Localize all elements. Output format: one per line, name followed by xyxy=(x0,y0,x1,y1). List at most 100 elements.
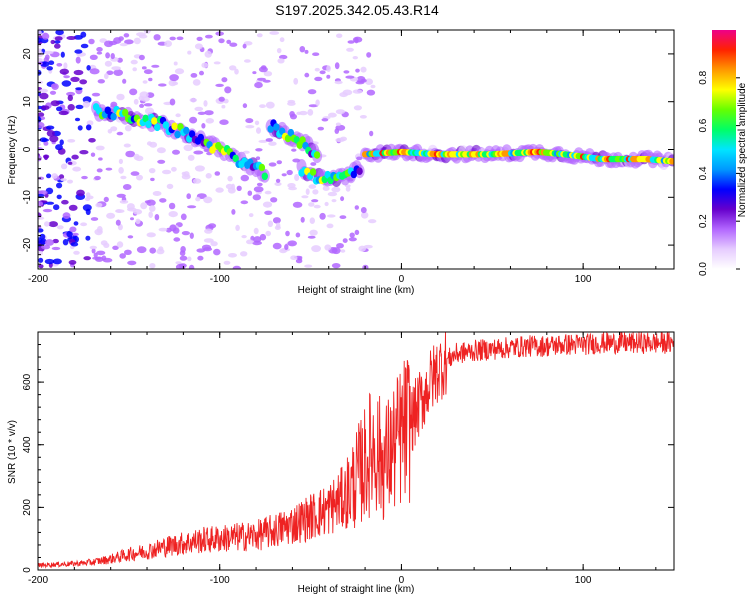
noise-speckle xyxy=(56,194,62,200)
noise-speckle xyxy=(38,190,48,195)
noise-speckle xyxy=(339,215,347,220)
noise-speckle xyxy=(197,255,204,261)
noise-speckle xyxy=(321,118,329,122)
noise-speckle xyxy=(289,111,295,117)
noise-speckle xyxy=(89,54,98,60)
noise-speckle xyxy=(328,112,337,118)
noise-speckle xyxy=(172,149,180,155)
noise-speckle xyxy=(277,58,285,64)
noise-speckle xyxy=(66,230,73,238)
noise-speckle xyxy=(73,250,80,255)
noise-speckle xyxy=(358,245,367,252)
noise-speckle xyxy=(103,196,109,203)
noise-speckle xyxy=(90,152,96,157)
noise-speckle xyxy=(310,162,317,166)
noise-speckle xyxy=(105,52,110,59)
noise-speckle xyxy=(270,197,278,203)
noise-speckle xyxy=(91,92,101,97)
noise-speckle xyxy=(240,174,249,182)
noise-speckle xyxy=(41,105,50,110)
noise-speckle xyxy=(70,76,80,82)
noise-speckle xyxy=(133,153,140,161)
noise-speckle xyxy=(53,204,60,211)
noise-speckle xyxy=(194,165,205,172)
noise-speckle xyxy=(62,239,69,246)
noise-speckle xyxy=(73,221,79,226)
noise-speckle xyxy=(335,109,345,115)
noise-speckle xyxy=(305,188,310,195)
noise-speckle xyxy=(123,33,130,38)
noise-speckle xyxy=(340,249,346,253)
x-tick-label: -100 xyxy=(210,575,230,586)
snr-frame xyxy=(37,331,675,571)
noise-speckle xyxy=(158,227,168,232)
noise-speckle xyxy=(243,150,250,154)
noise-speckle xyxy=(336,243,344,249)
noise-speckle xyxy=(126,203,135,210)
noise-speckle xyxy=(327,214,336,218)
noise-speckle xyxy=(41,138,49,142)
noise-speckle xyxy=(326,223,334,229)
noise-speckle xyxy=(104,40,114,48)
noise-speckle xyxy=(61,199,69,205)
noise-speckle xyxy=(106,70,114,76)
noise-speckle xyxy=(169,36,176,41)
noise-speckle xyxy=(355,80,365,85)
noise-speckle xyxy=(192,79,201,86)
noise-speckle xyxy=(68,161,73,165)
noise-speckle xyxy=(221,104,226,109)
noise-speckle xyxy=(82,100,90,108)
spectrogram-tracks xyxy=(91,100,674,187)
noise-speckle xyxy=(353,105,362,111)
noise-speckle xyxy=(265,230,272,237)
noise-speckle xyxy=(203,100,208,107)
noise-speckle xyxy=(133,37,141,45)
noise-speckle xyxy=(67,94,74,102)
track-cell xyxy=(171,122,178,131)
noise-speckle xyxy=(38,58,43,63)
noise-speckle xyxy=(55,30,64,36)
noise-speckle xyxy=(187,154,195,161)
noise-speckle xyxy=(229,42,238,47)
noise-speckle xyxy=(241,235,247,239)
noise-speckle xyxy=(179,250,186,256)
colorbar-tick-label: 0.0 xyxy=(698,262,709,276)
y-tick-label: -10 xyxy=(22,190,33,205)
noise-speckle xyxy=(38,48,42,52)
noise-speckle xyxy=(94,175,101,181)
spectrogram-y-axis-label: Frequency (Hz) xyxy=(7,116,18,185)
track-cell xyxy=(174,130,181,139)
noise-speckle xyxy=(205,34,213,39)
noise-speckle xyxy=(295,232,301,238)
noise-speckle xyxy=(194,43,203,50)
noise-speckle xyxy=(221,77,228,83)
noise-speckle xyxy=(312,189,319,195)
noise-speckle xyxy=(115,209,122,213)
colorbar-tick-label: 0.6 xyxy=(698,118,709,132)
x-tick-label: -200 xyxy=(28,575,48,586)
noise-speckle xyxy=(181,173,191,180)
noise-speckle xyxy=(133,98,139,105)
noise-speckle xyxy=(215,83,224,87)
noise-speckle xyxy=(253,186,264,193)
noise-speckle xyxy=(38,193,45,198)
figure-title: S197.2025.342.05.43.R14 xyxy=(275,2,439,18)
noise-speckle xyxy=(365,78,373,85)
noise-speckle xyxy=(187,256,192,262)
noise-speckle xyxy=(66,91,76,97)
noise-speckle xyxy=(172,81,179,86)
noise-speckle xyxy=(256,182,263,187)
track-cell xyxy=(232,154,239,163)
spectrogram-x-ticks: -200 -100 0 100 xyxy=(28,30,657,285)
noise-speckle xyxy=(164,40,173,47)
x-tick-label: 0 xyxy=(399,274,405,285)
noise-speckle xyxy=(80,31,87,38)
colorbar-gradient xyxy=(712,30,736,269)
noise-speckle xyxy=(135,218,141,224)
noise-speckle xyxy=(183,144,193,152)
noise-speckle xyxy=(234,68,239,75)
track-cell xyxy=(324,170,331,179)
noise-speckle xyxy=(90,217,99,221)
